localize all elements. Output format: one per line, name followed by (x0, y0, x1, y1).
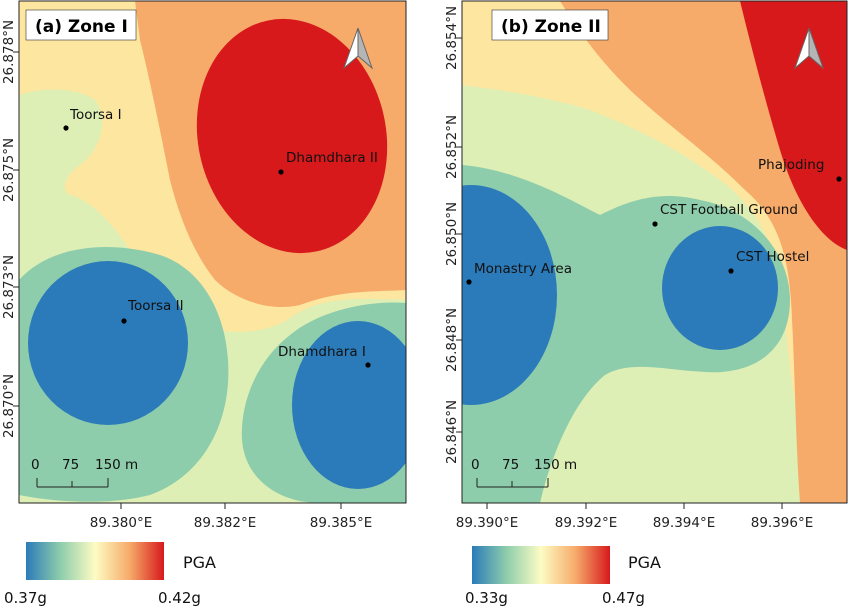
x-axis-ticks: 89.380°E 89.382°E 89.385°E (90, 503, 373, 531)
legend-max: 0.42g (158, 589, 201, 607)
map-panel-zone-1: (a) Zone I Toorsa I Dhamdhara II Toorsa … (1, 0, 407, 607)
site-marker (728, 268, 734, 274)
pga-legend: PGA 0.37g 0.42g (4, 542, 216, 607)
panel-title: (a) Zone I (35, 17, 128, 37)
site-marker (652, 221, 658, 227)
y-axis-ticks: 26.854°N 26.852°N 26.850°N 26.848°N 26.8… (444, 6, 462, 464)
site-dhamdhara-2: Dhamdhara II (278, 150, 378, 175)
y-tick-label: 26.870°N (1, 374, 17, 438)
y-tick-label: 26.878°N (1, 20, 17, 84)
y-tick-label: 26.848°N (444, 308, 460, 372)
site-marker (63, 125, 69, 131)
legend-title: PGA (628, 553, 661, 572)
y-tick-label: 26.850°N (444, 202, 460, 266)
site-marker (365, 362, 371, 368)
scale-bar: 0 75 150 m (471, 457, 577, 488)
scale-label: 150 m (534, 457, 577, 473)
panel-title: (b) Zone II (501, 17, 601, 37)
x-tick-label: 89.390°E (456, 515, 519, 531)
map-frame (461, 0, 848, 504)
site-label: Toorsa II (127, 298, 184, 314)
pga-color-ramp (26, 542, 164, 580)
site-cst-hostel: CST Hostel (728, 249, 809, 274)
site-label: Dhamdhara II (286, 150, 378, 166)
x-tick-label: 89.394°E (653, 515, 716, 531)
panel-title-box (25, 9, 137, 41)
site-marker (121, 318, 127, 324)
y-tick-label: 26.854°N (444, 6, 460, 70)
map-frame (18, 0, 407, 504)
legend-min: 0.37g (4, 589, 47, 607)
site-phajoding: Phajoding (758, 157, 842, 182)
site-toorsa-1: Toorsa I (63, 107, 122, 131)
y-tick-label: 26.846°N (444, 400, 460, 464)
site-label: Toorsa I (69, 107, 122, 123)
north-arrow-icon (793, 27, 825, 70)
scale-label: 0 (31, 457, 40, 473)
site-label: CST Hostel (736, 249, 809, 265)
scale-label: 75 (62, 457, 79, 473)
legend-title: PGA (183, 553, 216, 572)
map-panel-zone-2: (b) Zone II Phajoding CST Football Groun… (444, 0, 848, 607)
x-tick-label: 89.396°E (751, 515, 814, 531)
site-marker (836, 176, 842, 182)
site-monastry-area: Monastry Area (466, 261, 572, 285)
site-cst-football-ground: CST Football Ground (652, 202, 798, 227)
y-tick-label: 26.852°N (444, 115, 460, 179)
site-label: CST Football Ground (660, 202, 798, 218)
x-tick-label: 89.382°E (194, 515, 257, 531)
x-tick-label: 89.392°E (555, 515, 618, 531)
y-axis-ticks: 26.878°N 26.875°N 26.873°N 26.870°N (1, 20, 19, 438)
pga-legend: PGA 0.33g 0.47g (465, 546, 661, 607)
x-axis-ticks: 89.390°E 89.392°E 89.394°E 89.396°E (456, 503, 814, 531)
scale-label: 150 m (95, 457, 138, 473)
panel-title-box (491, 9, 609, 41)
legend-min: 0.33g (465, 589, 508, 607)
pga-contours-zone-2 (462, 1, 847, 503)
scale-label: 0 (471, 457, 480, 473)
scale-bar: 0 75 150 m (31, 457, 138, 488)
y-tick-label: 26.875°N (1, 138, 17, 202)
x-tick-label: 89.385°E (310, 515, 373, 531)
pga-color-ramp (472, 546, 610, 584)
site-label: Monastry Area (474, 261, 572, 277)
site-label: Dhamdhara I (278, 344, 366, 360)
site-toorsa-2: Toorsa II (121, 298, 184, 324)
site-marker (466, 279, 472, 285)
scale-label: 75 (502, 457, 519, 473)
legend-max: 0.47g (602, 589, 645, 607)
site-label: Phajoding (758, 157, 824, 173)
y-tick-label: 26.873°N (1, 255, 17, 319)
pga-contours-zone-1 (19, 1, 406, 503)
site-dhamdhara-1: Dhamdhara I (278, 344, 371, 368)
site-marker (278, 169, 284, 175)
x-tick-label: 89.380°E (90, 515, 153, 531)
north-arrow-icon (342, 27, 374, 70)
